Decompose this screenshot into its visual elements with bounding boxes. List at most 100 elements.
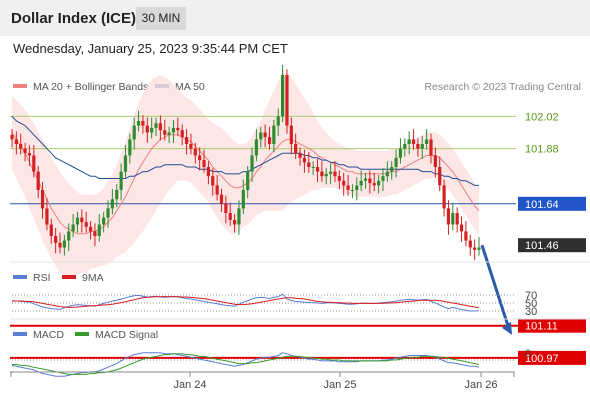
macd-tick-0: 0 xyxy=(525,348,531,360)
rsi-tick-50: 50 xyxy=(525,298,537,310)
candle-body xyxy=(184,137,189,144)
candle xyxy=(420,135,424,159)
candle-body xyxy=(280,75,285,117)
candle-body xyxy=(455,213,459,225)
candle-body xyxy=(228,213,232,220)
candle-body xyxy=(377,180,381,186)
candle xyxy=(102,211,106,233)
candle xyxy=(241,179,245,215)
candle xyxy=(372,172,376,192)
candle xyxy=(54,227,58,254)
candle xyxy=(285,69,289,134)
candle xyxy=(294,133,298,159)
candle-body xyxy=(75,217,80,225)
candle-body xyxy=(241,190,245,209)
level-101.11: 101.11 xyxy=(10,318,586,333)
candle xyxy=(40,181,45,219)
forecast-arrow-shaft xyxy=(480,244,511,330)
candle-body xyxy=(468,240,472,248)
candle xyxy=(307,152,311,173)
candle-body xyxy=(385,171,389,177)
candle xyxy=(302,149,307,173)
candle-body xyxy=(372,183,376,186)
candle-body xyxy=(289,125,293,144)
candle-body xyxy=(416,144,420,149)
candle xyxy=(346,175,350,196)
candle xyxy=(228,202,232,226)
forecast-arrow-head xyxy=(502,321,512,335)
candle xyxy=(67,223,71,251)
candle-body xyxy=(67,231,71,241)
chart-datetime: Wednesday, January 25, 2023 9:35:44 PM C… xyxy=(13,41,288,56)
candle xyxy=(385,161,389,182)
candle-body xyxy=(49,224,53,236)
candle xyxy=(115,184,119,208)
x-axis-label-jan24: Jan 24 xyxy=(173,379,206,391)
candle xyxy=(320,161,324,182)
candle-body xyxy=(311,167,315,168)
candle xyxy=(158,115,162,141)
level-label-101.46: 101.46 xyxy=(525,240,559,252)
candle-body xyxy=(477,247,481,250)
candle-body xyxy=(254,139,259,156)
level-tag-101.11 xyxy=(518,318,586,333)
candle xyxy=(298,147,302,166)
level-101.46: 101.46 xyxy=(518,238,586,253)
level-100.97: 100.97 xyxy=(10,350,586,365)
candle-body xyxy=(84,222,88,227)
candle-body xyxy=(294,144,298,154)
candle-body xyxy=(272,125,276,144)
candle xyxy=(403,138,407,157)
candle-body xyxy=(171,127,176,133)
macd-signal-line xyxy=(12,353,480,375)
candle xyxy=(311,161,315,176)
candle-body xyxy=(232,219,237,225)
candle xyxy=(193,142,197,164)
rsi-legend: RSI 9MA xyxy=(13,272,104,284)
chart-header: Dollar Index (ICE) 30 MIN xyxy=(0,0,590,36)
candle xyxy=(477,237,481,256)
candle-body xyxy=(80,217,84,223)
candle xyxy=(324,168,328,185)
candle-body xyxy=(407,139,411,144)
candle xyxy=(14,131,18,155)
candle-body xyxy=(438,167,442,186)
candle-body xyxy=(19,144,23,149)
candle xyxy=(202,149,206,173)
candle-body xyxy=(10,134,14,140)
candle-body xyxy=(394,157,398,167)
candle xyxy=(198,147,202,171)
candle-body xyxy=(337,176,341,181)
candle-body xyxy=(464,231,468,241)
level-label-101.64: 101.64 xyxy=(525,199,559,211)
candle xyxy=(80,209,84,233)
candle xyxy=(128,133,132,164)
candle xyxy=(32,145,36,178)
x-axis-label-jan25: Jan 25 xyxy=(323,379,356,391)
candle xyxy=(394,149,398,178)
candle xyxy=(189,133,193,155)
level-label-101.11: 101.11 xyxy=(525,321,558,333)
candle xyxy=(451,202,455,231)
candle xyxy=(154,117,158,136)
candle xyxy=(75,211,80,233)
candle-body xyxy=(189,144,193,149)
candle xyxy=(215,175,219,201)
price-panel: 102.02 101.88 101.64 101.46 101.11 100.97 xyxy=(10,64,586,365)
candle xyxy=(62,234,66,256)
candle-body xyxy=(259,132,263,140)
candle xyxy=(473,239,477,261)
candle xyxy=(10,129,14,148)
candle xyxy=(425,129,429,150)
rsi-legend-label: RSI xyxy=(33,272,51,284)
instrument-title: Dollar Index (ICE) xyxy=(11,10,137,27)
candle xyxy=(211,168,215,196)
candle-body xyxy=(180,130,184,138)
candle-body xyxy=(110,199,114,209)
candle xyxy=(390,161,394,180)
interval-badge[interactable]: 30 MIN xyxy=(136,7,186,30)
candle-body xyxy=(102,217,106,225)
candle-body xyxy=(446,208,451,225)
candle-body xyxy=(167,132,171,135)
